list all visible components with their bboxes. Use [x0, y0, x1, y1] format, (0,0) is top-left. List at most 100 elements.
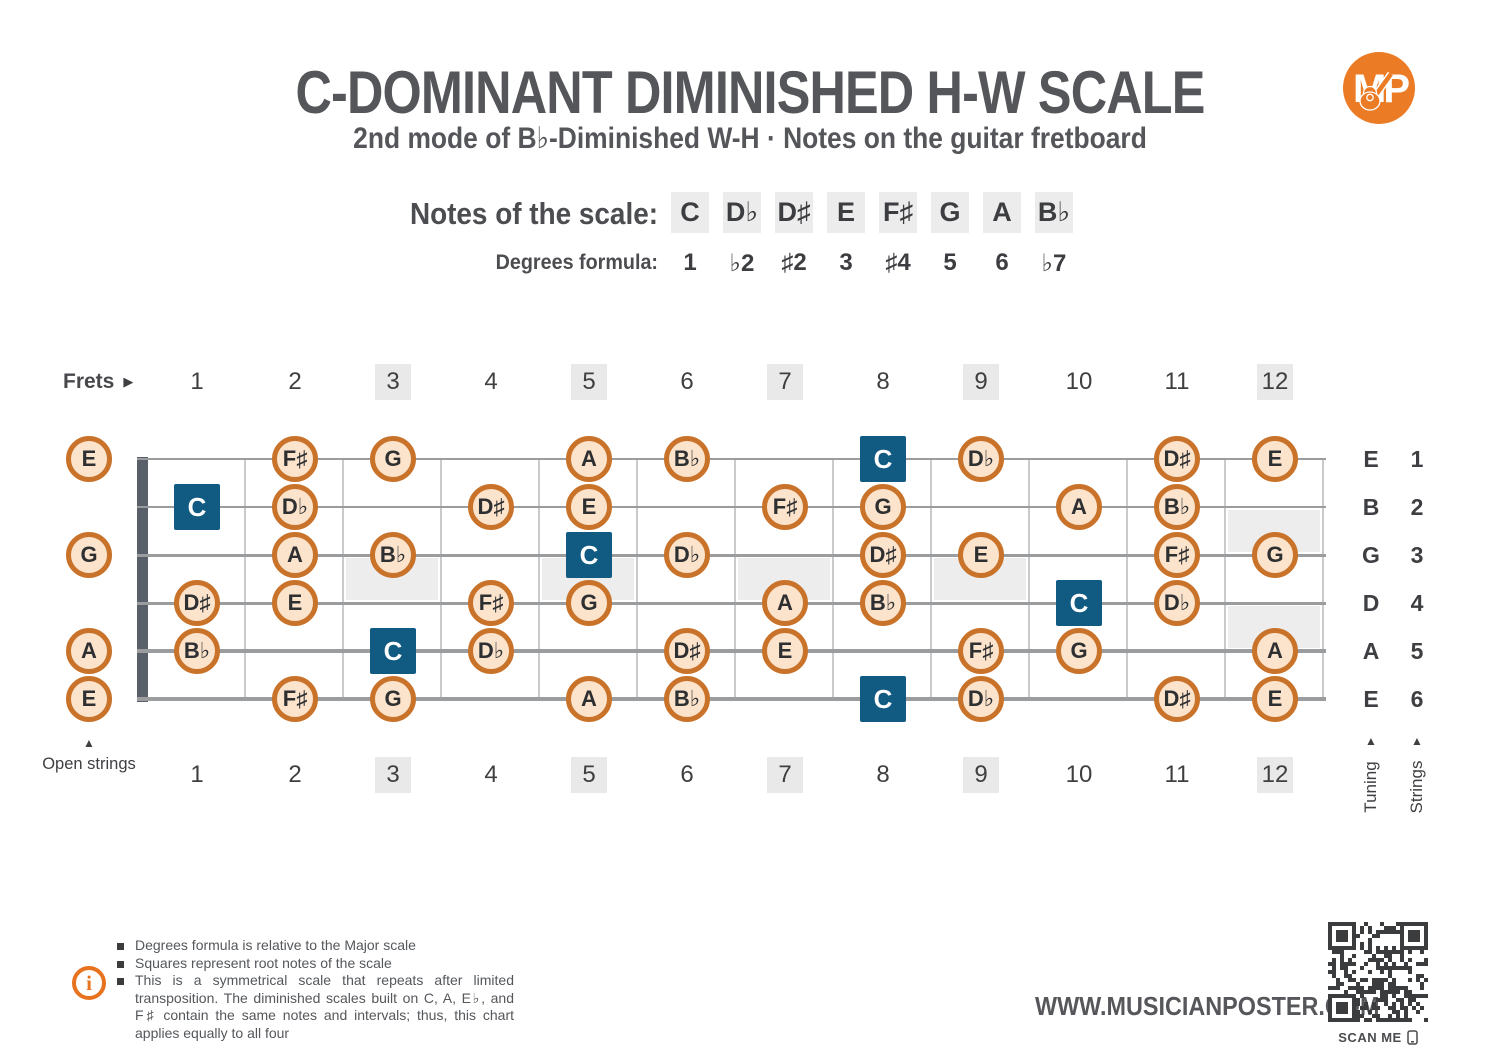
- string-line: [137, 506, 1326, 508]
- note-marker: D♭: [958, 676, 1004, 722]
- note-marker: A: [566, 436, 612, 482]
- fret-number: 5: [571, 757, 607, 793]
- fret-number: 4: [484, 368, 498, 395]
- info-note-item: Degrees formula is relative to the Major…: [117, 937, 514, 955]
- note-marker: E: [958, 532, 1004, 578]
- fret-number: 6: [680, 368, 694, 395]
- fret-number: 6: [680, 761, 694, 788]
- root-note-marker: C: [370, 628, 416, 674]
- root-note-marker: C: [566, 532, 612, 578]
- degrees-row: 1 ♭2 ♯2 3 ♯4 5 6 ♭7: [671, 248, 1073, 278]
- note-marker: B♭: [370, 532, 416, 578]
- fret-wire: [636, 458, 638, 700]
- frets-label: Frets ▶: [63, 370, 134, 393]
- scale-note-box: D♯: [775, 192, 813, 233]
- scale-note-box: C: [671, 192, 709, 233]
- open-strings-arrow-icon: ▲: [83, 736, 95, 750]
- nut: [137, 457, 148, 702]
- string-line: [137, 697, 1326, 701]
- fret-wire: [832, 458, 834, 700]
- fret-number: 2: [288, 761, 302, 788]
- string-line: [137, 553, 1326, 557]
- scale-note-box: F♯: [879, 192, 917, 233]
- degree-value: ♯4: [885, 249, 911, 276]
- open-string-note: E: [66, 436, 112, 482]
- info-notes-list: Degrees formula is relative to the Major…: [117, 937, 514, 1042]
- scan-me-row: SCAN ME: [1318, 1030, 1438, 1045]
- fret-number: 7: [767, 757, 803, 793]
- fret-wire: [930, 458, 932, 700]
- tuning-letter: A: [1362, 638, 1380, 664]
- fret-number: 7: [767, 364, 803, 400]
- page-subtitle: 2nd mode of B♭-Diminished W-H · Notes on…: [353, 122, 1147, 155]
- string-number: 5: [1410, 638, 1424, 664]
- string-line: [137, 649, 1326, 653]
- fret-number: 11: [1164, 368, 1190, 395]
- scale-note-box: D♭: [723, 192, 761, 233]
- fret-number: 3: [375, 364, 411, 400]
- scale-note-box: G: [931, 192, 969, 233]
- fret-number: 1: [190, 368, 204, 395]
- right-arrow-icon: ▶: [123, 374, 134, 389]
- string-number: 4: [1410, 590, 1424, 616]
- note-marker: A: [1056, 484, 1102, 530]
- fret-number: 10: [1065, 761, 1093, 788]
- strings-arrow-icon: ▲: [1411, 734, 1423, 748]
- string-number: 3: [1410, 542, 1424, 568]
- scale-notes-row: C D♭ D♯ E F♯ G A B♭: [671, 192, 1073, 233]
- string-number: 1: [1410, 446, 1424, 472]
- root-note-marker: C: [860, 436, 906, 482]
- fret-wire: [734, 458, 736, 700]
- tuning-letter: E: [1363, 446, 1379, 472]
- note-marker: G: [370, 676, 416, 722]
- fret-number: 8: [876, 761, 890, 788]
- string-number: 6: [1410, 686, 1424, 712]
- note-marker: D♭: [1154, 580, 1200, 626]
- note-marker: G: [1056, 628, 1102, 674]
- musicianposter-logo: MP: [1343, 52, 1415, 124]
- fret-number: 2: [288, 368, 302, 395]
- fret-wire: [538, 458, 540, 700]
- open-strings-label: Open strings: [42, 755, 136, 773]
- note-marker: D♯: [1154, 676, 1200, 722]
- notes-of-scale-label: Notes of the scale:: [409, 196, 658, 231]
- degree-value: ♭7: [1041, 249, 1067, 277]
- scale-note-box: E: [827, 192, 865, 233]
- open-string-note: G: [66, 532, 112, 578]
- fret-number: 8: [876, 368, 890, 395]
- note-marker: B♭: [664, 436, 710, 482]
- degree-value: ♭2: [729, 249, 755, 277]
- fret-number: 10: [1065, 368, 1093, 395]
- strings-vertical-label: Strings: [1407, 760, 1426, 814]
- note-marker: F♯: [272, 676, 318, 722]
- info-note-text: This is a symmetrical scale that repeats…: [135, 972, 514, 1041]
- note-marker: A: [566, 676, 612, 722]
- degree-value: 5: [943, 249, 957, 276]
- note-marker: E: [1252, 436, 1298, 482]
- info-note-text: Degrees formula is relative to the Major…: [135, 937, 416, 953]
- note-marker: A: [762, 580, 808, 626]
- bullet-square-icon: [117, 943, 124, 950]
- note-marker: B♭: [1154, 484, 1200, 530]
- fret-wire: [342, 458, 344, 700]
- degree-value: 3: [839, 249, 853, 276]
- scan-me-label: SCAN ME: [1338, 1030, 1402, 1045]
- open-string-note: A: [66, 628, 112, 674]
- note-marker: D♯: [1154, 436, 1200, 482]
- note-marker: E: [1252, 676, 1298, 722]
- note-marker: G: [1252, 532, 1298, 578]
- root-note-marker: C: [174, 484, 220, 530]
- fret-wire: [440, 458, 442, 700]
- scale-note-box: A: [983, 192, 1021, 233]
- bullet-square-icon: [117, 960, 124, 968]
- fret-number: 9: [963, 757, 999, 793]
- tuning-vertical-label: Tuning: [1361, 761, 1380, 813]
- root-note-marker: C: [1056, 580, 1102, 626]
- fret-wire: [1126, 458, 1128, 700]
- string-line: [137, 601, 1326, 605]
- fret-number: 5: [571, 364, 607, 400]
- note-marker: E: [272, 580, 318, 626]
- info-note-item: This is a symmetrical scale that repeats…: [117, 972, 514, 1042]
- note-marker: B♭: [174, 628, 220, 674]
- fret-number: 1: [190, 761, 204, 788]
